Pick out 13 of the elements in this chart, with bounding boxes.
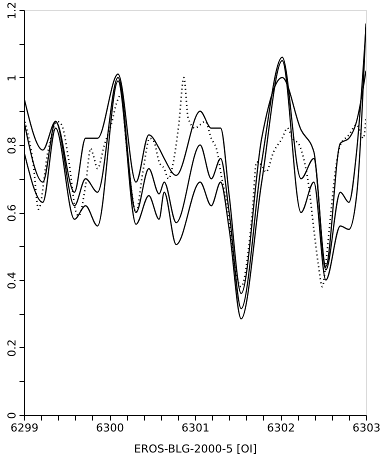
x-tick-label: 6303 [352,422,380,434]
x-tick-label: 6300 [96,422,124,434]
x-axis-title: EROS-BLG-2000-5 [OI] [134,442,257,456]
y-tick-label: 0 [6,412,18,419]
y-tick-label: 0.6 [6,204,18,222]
x-tick-label: 6302 [267,422,295,434]
x-tick-label: 6301 [182,422,210,434]
y-tick-label: 0.8 [6,136,18,154]
y-tick-label: 1.2 [6,2,18,20]
y-tick-label: 1 [6,74,18,82]
x-tick-label: 6299 [10,422,38,434]
y-tick-label: 0.4 [6,272,18,290]
y-tick-label: 0.2 [6,339,18,357]
